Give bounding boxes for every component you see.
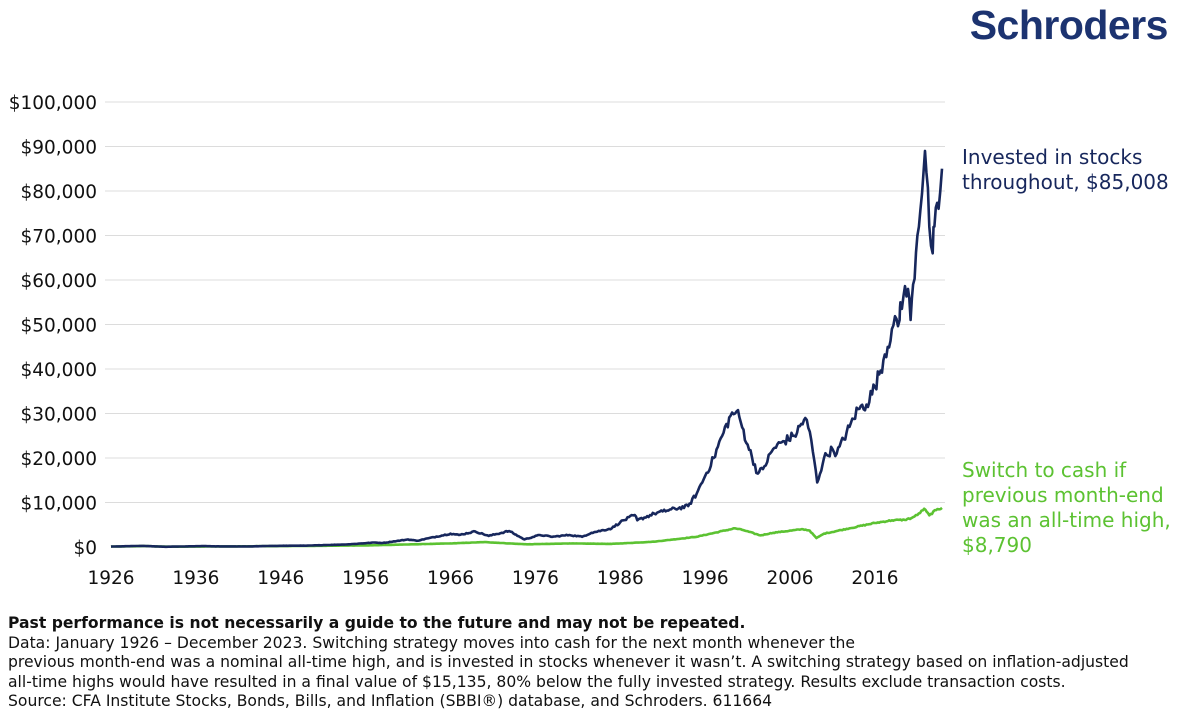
x-axis-ticks: 1926 1936 1946 1956 1966 1976 1986 1996 2006 2016 [87, 568, 898, 589]
y-tick-label: $0 [73, 538, 97, 559]
series-line-switch-to-cash [110, 506, 943, 548]
y-tick-label: $70,000 [20, 227, 97, 248]
annotation-line: Switch to cash if [962, 458, 1127, 482]
x-tick-label: 1956 [342, 568, 389, 589]
annotation-line: previous month-end [962, 483, 1164, 507]
data-note-line-3: all-time highs would have resulted in a … [8, 672, 1066, 691]
disclaimer-text: Past performance is not necessarily a gu… [8, 614, 746, 632]
grid-lines [105, 101, 945, 503]
data-note-line-2: previous month-end was a nominal all-tim… [8, 653, 1129, 671]
y-tick-label: $100,000 [9, 93, 97, 114]
x-tick-label: 2016 [851, 568, 898, 589]
y-tick-label: $10,000 [20, 494, 97, 515]
schroders-logo: Schroders [969, 2, 1169, 48]
annotation-line: Invested in stocks [962, 145, 1142, 169]
line-chart: $0 $10,000 $20,000 $30,000 $40,000 $50,000 $60… [9, 93, 1171, 589]
y-tick-label: $20,000 [20, 449, 97, 470]
x-tick-label: 1936 [172, 568, 219, 589]
y-tick-label: $30,000 [20, 405, 97, 426]
data-note-line-1: Data: January 1926 – December 2023. Swit… [8, 633, 856, 652]
annotation-line: was an all-time high, [962, 508, 1171, 532]
y-tick-label: $60,000 [20, 271, 97, 292]
x-tick-label: 2006 [767, 568, 814, 589]
source-note: Source: CFA Institute Stocks, Bonds, Bil… [8, 692, 773, 710]
series-annotations: Invested in stocks throughout, $85,008 Swi… [962, 145, 1171, 557]
series-line-invested-in-stocks [110, 149, 944, 549]
series-lines [110, 149, 944, 549]
y-tick-label: $80,000 [20, 182, 97, 203]
y-tick-label: $40,000 [20, 360, 97, 381]
x-tick-label: 1976 [512, 568, 559, 589]
chart-footer: Past performance is not necessarily a gu… [8, 614, 1173, 712]
x-tick-label: 1986 [597, 568, 644, 589]
annotation-invested-in-stocks: Invested in stocks throughout, $85,008 [962, 145, 1169, 194]
annotation-line: $8,790 [962, 533, 1032, 557]
annotation-switch-to-cash: Switch to cash if previous month-end was a… [962, 458, 1171, 557]
x-tick-label: 1926 [87, 568, 134, 589]
y-axis-ticks: $0 $10,000 $20,000 $30,000 $40,000 $50,000 $60… [9, 93, 97, 559]
y-tick-label: $90,000 [20, 138, 97, 159]
annotation-line: throughout, $85,008 [962, 170, 1169, 194]
x-tick-label: 1966 [427, 568, 474, 589]
x-tick-label: 1996 [682, 568, 729, 589]
x-tick-label: 1946 [257, 568, 304, 589]
y-tick-label: $50,000 [20, 316, 97, 337]
